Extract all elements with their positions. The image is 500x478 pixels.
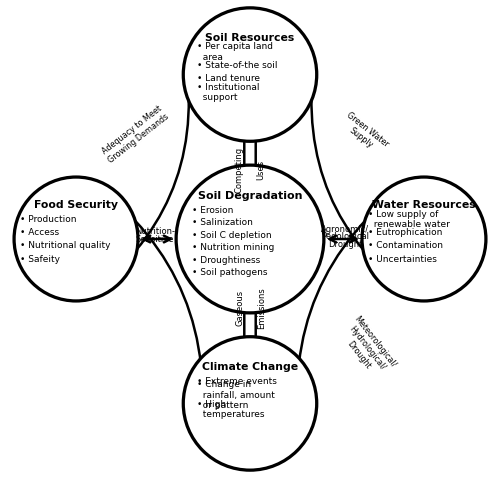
Text: • Low supply of
  renewable water: • Low supply of renewable water xyxy=(368,209,450,229)
Text: • Contamination: • Contamination xyxy=(368,241,443,250)
Text: • Salinization: • Salinization xyxy=(192,218,254,228)
Text: Water Resources: Water Resources xyxy=(372,200,476,210)
Text: • Change in
  rainfall, amount
  or pattern: • Change in rainfall, amount or pattern xyxy=(196,380,274,410)
Circle shape xyxy=(184,8,316,141)
Text: • Nutritional quality: • Nutritional quality xyxy=(20,241,111,250)
Text: Nutrition-: Nutrition- xyxy=(134,228,174,236)
Text: • Per capita land
  area: • Per capita land area xyxy=(196,43,272,62)
Text: • Soil C depletion: • Soil C depletion xyxy=(192,231,272,240)
Text: Agronomic/: Agronomic/ xyxy=(322,225,370,234)
Text: • State-of-the soil: • State-of-the soil xyxy=(196,61,277,70)
Text: • Soil pathogens: • Soil pathogens xyxy=(192,268,268,277)
Text: Sensitive: Sensitive xyxy=(136,235,174,243)
Text: Soil Degradation: Soil Degradation xyxy=(198,191,302,201)
Text: • Access: • Access xyxy=(20,228,59,237)
Text: Gaseous: Gaseous xyxy=(236,290,244,326)
Text: • Institutional
  support: • Institutional support xyxy=(196,83,259,102)
Text: • Eutrophication: • Eutrophication xyxy=(368,228,442,237)
Text: Food Security: Food Security xyxy=(34,200,118,210)
Text: • Erosion: • Erosion xyxy=(192,206,234,215)
Text: • High
  temperatures: • High temperatures xyxy=(196,400,264,419)
Text: • Land tenure: • Land tenure xyxy=(196,75,260,83)
Circle shape xyxy=(362,177,486,301)
Circle shape xyxy=(14,177,138,301)
Text: Pedological: Pedological xyxy=(322,232,370,241)
Text: Uses: Uses xyxy=(256,160,266,180)
Circle shape xyxy=(184,337,316,470)
Text: Soil Resources: Soil Resources xyxy=(206,33,294,43)
Text: Green Water
Supply: Green Water Supply xyxy=(338,111,390,157)
Text: Adequacy to Meet
Growing Demands: Adequacy to Meet Growing Demands xyxy=(100,104,171,164)
Text: Emissions: Emissions xyxy=(256,287,266,329)
Text: • Extreme events: • Extreme events xyxy=(196,377,276,386)
Text: Competing: Competing xyxy=(234,147,244,193)
Text: • Safeity: • Safeity xyxy=(20,255,60,264)
Text: • Production: • Production xyxy=(20,215,77,224)
Text: Climate Change: Climate Change xyxy=(202,362,298,372)
Text: • Nutrition mining: • Nutrition mining xyxy=(192,243,275,252)
Circle shape xyxy=(176,165,324,313)
Text: • Uncertainties: • Uncertainties xyxy=(368,255,437,264)
Text: Drought: Drought xyxy=(328,240,362,249)
Text: Meteorological/
Hydrological/
Drought: Meteorological/ Hydrological/ Drought xyxy=(336,315,398,382)
Text: • Droughtiness: • Droughtiness xyxy=(192,256,260,264)
